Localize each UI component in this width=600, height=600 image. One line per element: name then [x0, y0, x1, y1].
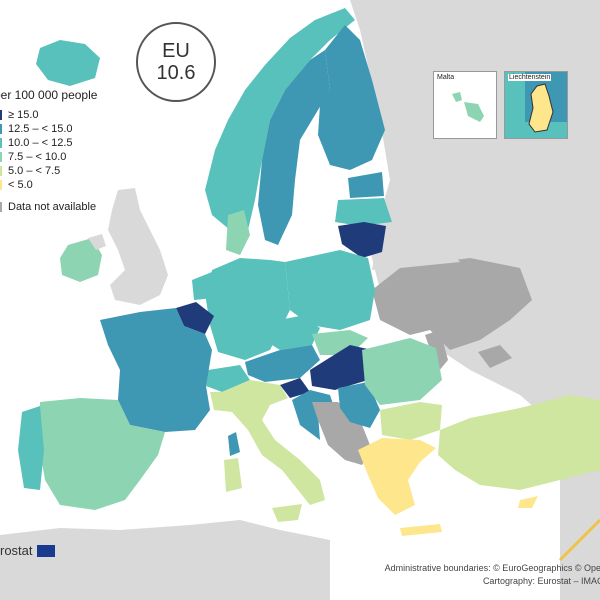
legend-swatch: [0, 110, 2, 120]
country-ireland: [60, 238, 102, 282]
legend-swatch: [0, 152, 2, 162]
inset-liechtenstein: Liechtenstein: [504, 71, 568, 139]
legend-title: hs per 100 000 people: [0, 88, 98, 102]
country-netherlands: [192, 272, 214, 300]
legend-swatch: [0, 180, 2, 190]
country-austria: [245, 345, 320, 382]
legend-item: ≥ 15.0: [0, 108, 97, 122]
country-uk: [108, 188, 168, 305]
country-finland: [318, 25, 385, 170]
country-sardinia: [224, 458, 242, 492]
legend: hs per 100 000 people ≥ 15.0 12.5 – < 15…: [0, 88, 97, 214]
country-hungary: [310, 345, 372, 390]
legend-swatch: [0, 138, 2, 148]
legend-item: 7.5 – < 10.0: [0, 150, 97, 164]
country-cyprus: [518, 496, 538, 508]
country-italy: [210, 380, 325, 505]
country-lithuania: [338, 222, 386, 258]
country-turkey: [438, 395, 600, 490]
decorative-highlight: [558, 518, 600, 562]
legend-item: 10.0 – < 12.5: [0, 136, 97, 150]
legend-item: 5.0 – < 7.5: [0, 164, 97, 178]
country-liechtenstein: [528, 83, 554, 133]
credit-line: Administrative boundaries: © EuroGeograp…: [384, 563, 600, 573]
legend-label: 12.5 – < 15.0: [8, 123, 73, 135]
country-sweden: [258, 50, 330, 245]
country-france: [100, 308, 212, 432]
country-sicily: [272, 504, 302, 522]
country-crimea: [478, 345, 512, 368]
legend-label: 10.0 – < 12.5: [8, 137, 73, 149]
country-malta: [452, 92, 484, 122]
legend-label: Data not available: [8, 201, 97, 213]
country-greece: [358, 438, 436, 515]
country-north-africa: [0, 520, 330, 600]
legend-swatch: [0, 202, 2, 212]
country-belarus: [372, 215, 460, 270]
map-credits: Administrative boundaries: © EuroGeograp…: [385, 562, 600, 588]
country-latvia: [335, 198, 392, 226]
eu-label: EU: [162, 40, 190, 62]
legend-gap: [0, 192, 97, 200]
inset-liechtenstein-map: [505, 72, 567, 138]
legend-label: ≥ 15.0: [8, 109, 39, 121]
legend-label: 5.0 – < 7.5: [8, 165, 61, 177]
inset-switzerland: [505, 72, 525, 138]
country-bulgaria: [380, 402, 442, 440]
country-spain: [40, 398, 165, 510]
inset-label: Liechtenstein: [508, 74, 552, 81]
country-northern-ireland: [88, 234, 106, 250]
eurostat-brand: rostat: [0, 543, 55, 558]
country-ukraine: [372, 258, 532, 350]
inset-malta: Malta: [433, 71, 497, 139]
country-portugal: [18, 406, 44, 490]
country-switzerland: [206, 365, 250, 392]
brand-text: rostat: [0, 543, 33, 558]
country-denmark: [226, 210, 250, 255]
eu-value: 10.6: [156, 62, 196, 84]
country-serbia: [338, 382, 380, 428]
country-corsica: [228, 432, 240, 456]
legend-label: < 5.0: [8, 179, 33, 191]
credit-line: Cartography: Eurostat – IMAG: [482, 576, 600, 586]
country-estonia: [348, 172, 384, 198]
eu-average-badge: EU 10.6: [136, 22, 216, 102]
country-iceland: [36, 40, 100, 86]
country-slovenia: [280, 378, 310, 398]
country-crete: [400, 524, 442, 536]
inset-malta-map: [452, 92, 484, 122]
legend-swatch: [0, 166, 2, 176]
country-romania: [362, 338, 442, 405]
country-belgium: [176, 302, 214, 334]
country-poland: [285, 250, 375, 330]
country-czechia: [264, 316, 320, 350]
legend-swatch: [0, 124, 2, 134]
country-norway: [205, 8, 355, 230]
eu-flag-icon: [36, 544, 55, 557]
legend-item: < 5.0: [0, 178, 97, 192]
legend-item-na: Data not available: [0, 200, 97, 214]
legend-item: 12.5 – < 15.0: [0, 122, 97, 136]
inset-label: Malta: [437, 74, 455, 81]
legend-label: 7.5 – < 10.0: [8, 151, 67, 163]
